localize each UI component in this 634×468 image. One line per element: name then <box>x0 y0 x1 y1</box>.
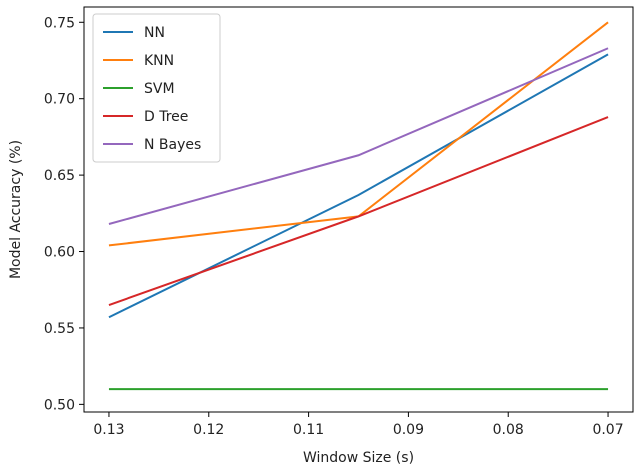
legend-label: KNN <box>144 53 174 69</box>
plot-lines <box>108 21 609 391</box>
y-tick-label: 0.55 <box>44 321 75 337</box>
x-tick-label: 0.13 <box>93 422 124 438</box>
legend-box <box>92 13 221 163</box>
y-tick-label: 0.70 <box>44 92 75 108</box>
x-tick-label: 0.07 <box>592 422 623 438</box>
x-tick-label: 0.11 <box>293 422 324 438</box>
x-tick-label: 0.08 <box>493 422 524 438</box>
x-tick-label: 0.09 <box>393 422 424 438</box>
legend-label: N Bayes <box>144 137 201 153</box>
series-line-d-tree <box>108 116 609 306</box>
plot-frame <box>83 6 634 413</box>
y-tick-label: 0.65 <box>44 168 75 184</box>
legend-label: NN <box>144 25 165 41</box>
x-tick-label: 0.12 <box>193 422 224 438</box>
legend-label: SVM <box>144 81 175 97</box>
y-tick-label: 0.75 <box>44 15 75 31</box>
y-axis: 0.50 0.55 0.60 0.65 0.70 0.75 <box>44 15 84 413</box>
y-tick-label: 0.50 <box>44 397 75 413</box>
series-line-n-bayes <box>108 47 609 225</box>
legend: NN KNN SVM D Tree N Bayes <box>92 13 221 163</box>
x-axis: 0.13 0.12 0.11 0.09 0.08 0.07 <box>93 412 624 438</box>
y-tick-label: 0.60 <box>44 245 75 261</box>
legend-label: D Tree <box>144 109 188 125</box>
y-axis-label: Model Accuracy (%) <box>8 140 24 279</box>
x-axis-label: Window Size (s) <box>303 450 414 466</box>
